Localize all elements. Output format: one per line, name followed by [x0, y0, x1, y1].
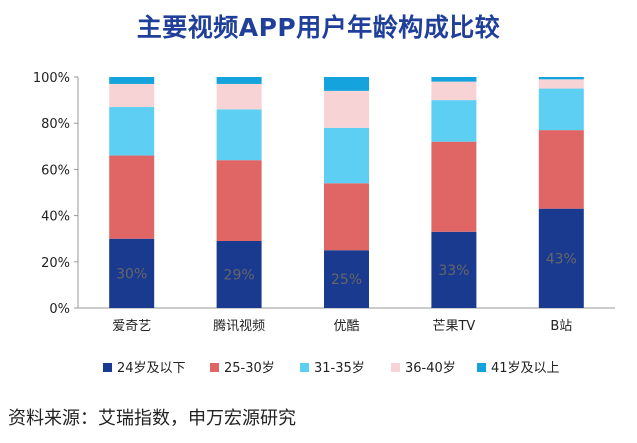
data-label: 30% — [116, 266, 147, 282]
bar-segment — [216, 83, 262, 110]
data-label: 29% — [224, 268, 255, 284]
bar-segment — [538, 208, 584, 308]
bars — [109, 77, 584, 308]
bar-segment — [109, 83, 155, 108]
y-tick-label: 60% — [41, 163, 70, 178]
bar-segment — [324, 250, 369, 308]
legend-label: 41岁及以上 — [491, 361, 560, 376]
data-label: 25% — [331, 272, 362, 288]
data-label: 43% — [546, 251, 577, 267]
legend-label: 25-30岁 — [224, 361, 275, 376]
bar-segment — [431, 231, 477, 308]
legend-swatch — [300, 363, 309, 372]
bar-segment — [538, 130, 584, 209]
data-labels: 30% 29% 25% 33% 43% — [116, 251, 577, 288]
legend-swatch — [391, 363, 400, 372]
bar-segment — [216, 109, 262, 161]
chart-title: 主要视频APP用户年龄构成比较 — [136, 13, 501, 42]
bar-segment — [109, 238, 155, 308]
bar-segment — [109, 155, 155, 239]
y-tick-label: 20% — [41, 256, 70, 271]
data-label: 33% — [438, 263, 469, 279]
bar-segment — [216, 160, 262, 242]
x-tick-label: B站 — [550, 319, 572, 334]
bar-segment — [431, 100, 477, 142]
legend-swatch — [210, 363, 219, 372]
bar-segment — [324, 77, 369, 91]
bar-segment — [324, 183, 369, 251]
y-tick-label: 40% — [41, 210, 70, 225]
bar-segment — [431, 77, 477, 82]
y-tick-label: 80% — [41, 117, 70, 132]
x-tick-label: 腾讯视频 — [213, 318, 265, 334]
legend-label: 31-35岁 — [314, 361, 365, 376]
bar-segment — [431, 81, 477, 101]
x-tick-label: 爱奇艺 — [112, 318, 151, 334]
bar-segment — [538, 79, 584, 89]
x-tick-label: 优酷 — [333, 319, 359, 334]
bar-segment — [431, 141, 477, 232]
bar-segment — [109, 107, 155, 156]
bar-segment — [216, 241, 262, 308]
y-tick-label: 100% — [33, 71, 70, 86]
bar-segment — [538, 88, 584, 131]
x-tick-label: 芒果TV — [432, 318, 475, 334]
bar-segment — [538, 77, 584, 80]
legend: 24岁及以下 25-30岁 31-35岁 36-40岁 41岁及以上 — [103, 361, 560, 376]
legend-label: 36-40岁 — [405, 361, 456, 376]
legend-swatch — [103, 363, 112, 372]
legend-swatch — [477, 363, 486, 372]
bar-segment — [216, 77, 262, 84]
bar-segment — [324, 90, 369, 128]
bar-segment — [324, 127, 369, 184]
y-tick-label: 0% — [49, 302, 70, 317]
legend-label: 24岁及以下 — [117, 361, 186, 376]
bar-segment — [109, 77, 155, 84]
source-note: 资料来源：艾瑞指数，申万宏源研究 — [8, 408, 296, 429]
